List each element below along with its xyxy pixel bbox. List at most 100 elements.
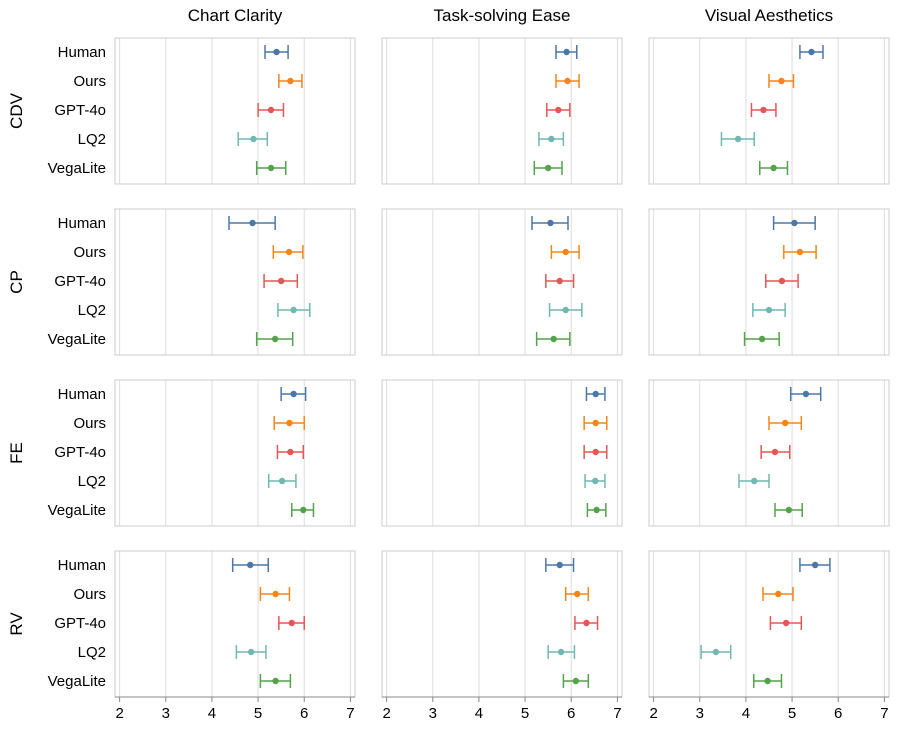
errorbar-ours: [259, 587, 291, 601]
errorbar-lq2: [547, 645, 576, 659]
errorbar-vegalite: [291, 503, 315, 517]
x-tick-label-5: 5: [521, 705, 529, 722]
mean-point: [592, 419, 599, 427]
mean-point: [290, 390, 297, 398]
errorbar-lq2: [548, 303, 583, 317]
panel-cp-chart-clarity: [114, 208, 356, 356]
mean-point: [764, 677, 771, 685]
errorbar-gpt-4o: [574, 616, 599, 630]
mean-point: [271, 335, 279, 343]
mean-point: [287, 77, 294, 85]
column-title-visual-aesthetics: Visual Aesthetics: [705, 6, 833, 25]
mean-point: [785, 506, 793, 514]
errorbar-lq2: [720, 132, 755, 146]
errorbar-lq2: [752, 303, 786, 317]
mean-point: [781, 419, 789, 427]
panel-rv-task-solving-ease: [381, 550, 623, 698]
category-label-vegalite: VegaLite: [48, 160, 106, 177]
category-label-human: Human: [58, 215, 106, 232]
errorbar-lq2: [700, 645, 732, 659]
errorbar-human: [585, 387, 606, 401]
category-label-human: Human: [58, 557, 106, 574]
errorbar-vegalite: [255, 332, 294, 346]
errorbar-ours: [550, 245, 580, 259]
errorbar-gpt-4o: [276, 445, 305, 459]
errorbar-vegalite: [743, 332, 780, 346]
errorbar-human: [772, 216, 816, 230]
mean-point: [758, 335, 766, 343]
x-tick-label-3: 3: [696, 705, 704, 722]
x-axis-chart-clarity: 2 3 4 5 6 7: [115, 696, 355, 722]
errorbar-vegalite: [255, 161, 287, 175]
x-tick-label-2: 2: [649, 705, 657, 722]
errorbar-gpt-4o: [583, 445, 608, 459]
errorbar-gpt-4o: [765, 274, 799, 288]
errorbar-human: [531, 216, 569, 230]
mean-point: [811, 561, 819, 569]
errorbar-ours: [768, 74, 795, 88]
errorbar-vegalite: [562, 674, 590, 688]
mean-point: [556, 561, 563, 569]
mean-point: [267, 106, 275, 114]
mean-point: [751, 477, 758, 485]
errorbar-lq2: [538, 132, 565, 146]
category-label-vegalite: VegaLite: [48, 331, 106, 348]
errorbar-ours: [273, 416, 305, 430]
category-label-gpt-4o: GPT-4o: [54, 444, 106, 461]
errorbar-gpt-4o: [750, 103, 777, 117]
panel-frame: [114, 37, 356, 185]
errorbar-lq2: [235, 645, 267, 659]
errorbar-vegalite: [759, 161, 789, 175]
panel-cdv-visual-aesthetics: [648, 37, 890, 185]
x-tick-label-6: 6: [834, 705, 842, 722]
category-label-lq2: LQ2: [78, 302, 106, 319]
mean-point: [778, 277, 786, 285]
mean-point: [562, 306, 569, 314]
mean-point: [592, 477, 599, 485]
mean-point: [760, 106, 767, 114]
errorbar-gpt-4o: [545, 274, 575, 288]
panel-frame: [648, 37, 890, 185]
mean-point: [592, 390, 599, 398]
mean-point: [547, 219, 554, 227]
mean-point: [778, 77, 785, 85]
column-title-task-solving-ease: Task-solving Ease: [433, 6, 570, 25]
mean-point: [771, 448, 779, 456]
errorbar-ours: [564, 587, 590, 601]
mean-point: [278, 477, 286, 485]
errorbar-gpt-4o: [278, 616, 305, 630]
errorbar-vegalite: [533, 161, 563, 175]
errorbar-lq2: [277, 303, 311, 317]
mean-point: [273, 48, 280, 56]
panel-frame: [648, 379, 890, 527]
errorbar-gpt-4o: [769, 616, 803, 630]
x-tick-label-3: 3: [162, 705, 170, 722]
mean-point: [548, 135, 555, 143]
mean-point: [287, 448, 294, 456]
errorbar-ours: [555, 74, 580, 88]
panel-cp-visual-aesthetics: [648, 208, 890, 356]
errorbar-gpt-4o: [263, 274, 299, 288]
panel-frame: [381, 37, 623, 185]
mean-point: [267, 164, 275, 172]
category-label-lq2: LQ2: [78, 644, 106, 661]
mean-point: [563, 48, 570, 56]
mean-point: [247, 648, 255, 656]
errorbar-ours: [583, 416, 608, 430]
x-tick-label-7: 7: [880, 705, 888, 722]
category-label-gpt-4o: GPT-4o: [54, 615, 106, 632]
mean-point: [564, 77, 571, 85]
x-tick-label-6: 6: [300, 705, 308, 722]
mean-point: [272, 590, 279, 598]
x-tick-label-4: 4: [742, 705, 750, 722]
errorbar-lq2: [237, 132, 269, 146]
mean-point: [300, 506, 307, 514]
category-label-lq2: LQ2: [78, 473, 106, 490]
panel-frame: [114, 208, 356, 356]
x-tick-label-2: 2: [115, 705, 123, 722]
mean-point: [802, 390, 810, 398]
panel-frame: [114, 550, 356, 698]
mean-point: [556, 277, 563, 285]
mean-point: [796, 248, 804, 256]
errorbar-gpt-4o: [257, 103, 285, 117]
